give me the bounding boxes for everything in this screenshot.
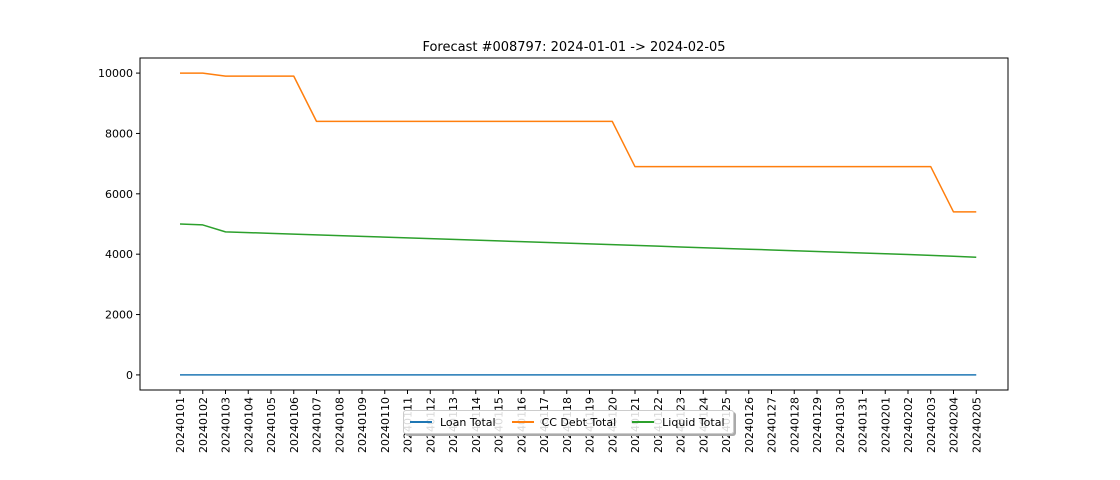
series-line-cc-debt-total bbox=[180, 72, 977, 213]
x-tick-label: 20240107 bbox=[311, 397, 324, 453]
x-tick-label: 20240128 bbox=[788, 397, 801, 453]
legend-item-liquid-total: Liquid Total bbox=[632, 415, 725, 429]
chart-title: Forecast #008797: 2024-01-01 -> 2024-02-… bbox=[422, 40, 725, 55]
x-tick-label: 20240131 bbox=[857, 397, 870, 453]
x-tick-label: 20240106 bbox=[288, 397, 301, 453]
y-tick-label: 8000 bbox=[105, 127, 133, 140]
y-tick-label: 6000 bbox=[105, 188, 133, 201]
x-tick-label: 20240127 bbox=[766, 397, 779, 453]
x-tick-label: 20240202 bbox=[902, 397, 915, 453]
legend-swatch-loan-total bbox=[410, 421, 432, 423]
x-tick-label: 20240130 bbox=[834, 397, 847, 453]
plot-frame bbox=[139, 57, 1009, 391]
x-tick-label: 20240104 bbox=[242, 397, 255, 453]
x-tick-label: 20240205 bbox=[970, 397, 983, 453]
legend-swatch-liquid-total bbox=[632, 421, 655, 423]
x-tick-label: 20240204 bbox=[948, 397, 961, 453]
y-tick-label: 10000 bbox=[98, 67, 133, 80]
x-tick-label: 20240109 bbox=[356, 397, 369, 453]
plot-area: 0 2000 4000 6000 8000 10000 20240101 20240102 20… bbox=[98, 57, 1009, 453]
x-tick-label: 20240101 bbox=[174, 397, 187, 453]
y-tick-label: 4000 bbox=[105, 248, 133, 261]
x-tick-label: 20240126 bbox=[743, 397, 756, 453]
x-tick-label: 20240105 bbox=[265, 397, 278, 453]
x-tick-label: 20240103 bbox=[220, 397, 233, 453]
legend-item-loan-total: Loan Total bbox=[410, 416, 496, 429]
legend-label-cc-debt-total: CC Debt Total bbox=[541, 415, 617, 429]
legend-item-cc-debt-total: CC Debt Total bbox=[511, 415, 617, 429]
y-tick-label: 0 bbox=[126, 369, 133, 382]
legend-swatch-cc-debt-total bbox=[511, 421, 534, 423]
legend-label-loan-total: Loan Total bbox=[440, 415, 496, 429]
legend-label-liquid-total: Liquid Total bbox=[662, 415, 725, 429]
x-tick-label: 20240203 bbox=[925, 397, 938, 453]
series-line-liquid-total bbox=[179, 223, 977, 258]
x-tick-label: 20240108 bbox=[333, 397, 346, 453]
x-tick-label: 20240110 bbox=[379, 397, 392, 453]
chart-legend: Loan Total CC Debt Total Liquid Total bbox=[403, 410, 734, 434]
x-tick-label: 20240129 bbox=[811, 397, 824, 453]
x-tick-label: 20240102 bbox=[197, 397, 210, 453]
x-tick-label: 20240201 bbox=[879, 397, 892, 453]
y-tick-label: 2000 bbox=[105, 309, 133, 322]
